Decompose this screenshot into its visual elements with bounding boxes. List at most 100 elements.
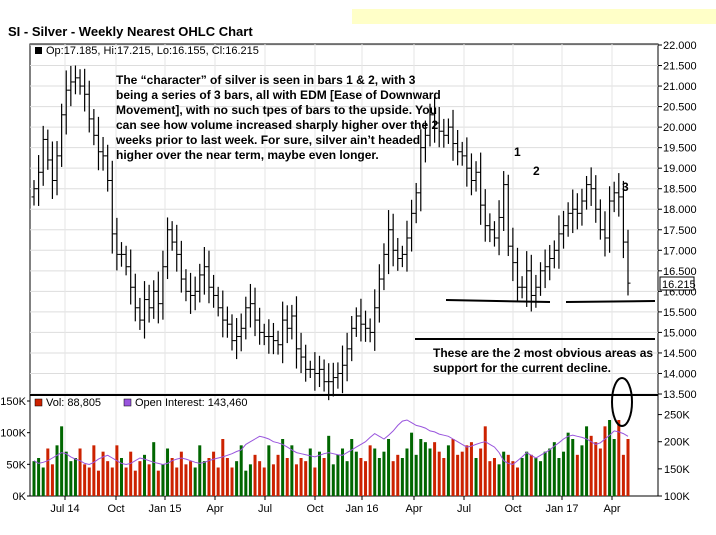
ohlc-bar	[556, 215, 562, 269]
ohlc-bar	[367, 318, 373, 343]
volume-bar	[410, 432, 414, 496]
ohlc-bar	[349, 315, 355, 362]
support-line-upper-left	[445, 299, 551, 303]
volume-bar	[414, 454, 418, 496]
volume-bar	[129, 451, 133, 496]
time-axis: Jul 14 Oct Jan 15 Apr Jul Oct Jan 16 Apr Jul Oct J…	[50, 496, 621, 515]
ohlc-bar	[91, 109, 97, 146]
volume-bar	[92, 445, 96, 496]
ohlc-bar	[45, 129, 51, 170]
ohlc-bar	[178, 240, 184, 293]
bar-label-3: 3	[622, 180, 629, 194]
ohlc-bar	[607, 186, 613, 253]
ohlc-bar	[487, 213, 493, 243]
volume-bar	[469, 442, 473, 496]
bar-label-2: 2	[533, 164, 540, 178]
volume-bar	[322, 458, 326, 496]
ohlc-bar	[201, 247, 207, 295]
volume-bar	[207, 458, 211, 496]
volume-bar	[497, 464, 501, 496]
ohlc-bar	[593, 175, 599, 223]
price-tick-label: 19.000	[663, 163, 697, 175]
volume-bar	[598, 448, 602, 496]
volume-bar	[64, 451, 68, 496]
volume-bar	[515, 467, 519, 496]
support-line-upper-right	[565, 300, 656, 303]
volume-bar	[608, 420, 612, 496]
ohlc-bar	[353, 307, 359, 337]
volume-bar	[451, 439, 455, 496]
ohlc-bar	[192, 276, 198, 311]
volume-bar	[202, 461, 206, 496]
volume-bar	[189, 461, 193, 496]
ohlc-bar	[100, 136, 106, 171]
volume-bar	[96, 470, 100, 496]
price-tick-label: 18.500	[663, 184, 697, 196]
volume-bar	[248, 464, 252, 496]
volume-bar	[456, 454, 460, 496]
volume-bar	[594, 442, 598, 496]
ohlc-bar	[335, 362, 341, 389]
ohlc-bar	[551, 240, 557, 269]
volume-bar	[262, 467, 266, 496]
volume-bar	[212, 451, 216, 496]
volume-bar	[152, 442, 156, 496]
oi-tick-label: 150K	[664, 464, 690, 476]
volume-bar	[529, 454, 533, 496]
volume-bar	[184, 464, 188, 496]
ohlc-bar	[588, 167, 594, 206]
open-interest-axis: 250K 200K 150K 100K	[658, 410, 690, 503]
volume-bar	[354, 451, 358, 496]
volume-bar	[557, 458, 561, 496]
ohlc-bar	[413, 182, 419, 224]
vol-legend-marker	[34, 398, 43, 407]
volume-bar	[41, 467, 45, 496]
volume-bar	[511, 461, 515, 496]
volume-bar	[119, 458, 123, 496]
volume-bar	[377, 458, 381, 496]
ohlc-bar	[312, 352, 318, 391]
price-tick-label: 15.000	[663, 327, 697, 339]
price-tick-label: 13.500	[663, 389, 697, 401]
volume-bar	[50, 464, 54, 496]
volume-bar	[589, 435, 593, 496]
ohlc-bar	[252, 287, 258, 337]
volume-bar	[575, 454, 579, 496]
volume-bar	[170, 458, 174, 496]
ohlc-bar	[450, 109, 456, 161]
volume-bar	[442, 458, 446, 496]
ohlc-bar	[261, 323, 267, 346]
price-tick-label: 20.500	[663, 102, 697, 114]
ohlc-bar	[464, 137, 470, 187]
time-tick-label: Jan 17	[545, 503, 578, 515]
ohlc-bar	[363, 310, 369, 342]
price-tick-label: 20.000	[663, 122, 697, 134]
volume-bar	[437, 451, 441, 496]
ohlc-bar	[238, 313, 244, 352]
ohlc-bar	[386, 210, 392, 275]
time-tick-label: Oct	[504, 503, 521, 515]
volume-bar	[617, 420, 621, 496]
time-tick-label: Apr	[603, 503, 620, 515]
ohlc-bar	[128, 249, 134, 305]
volume-bars	[32, 420, 630, 496]
ohlc-bar	[197, 263, 203, 303]
ohlc-bar	[455, 129, 461, 166]
open-interest-line	[33, 419, 629, 466]
ohlc-bar	[31, 180, 37, 206]
ohlc-bar	[155, 271, 161, 324]
ohlc-bar	[59, 103, 65, 167]
volume-bar	[55, 445, 59, 496]
ohlc-bar	[123, 245, 129, 276]
ohlc-bar	[280, 301, 286, 364]
oi-tick-label: 250K	[664, 410, 690, 422]
bar-label-1: 1	[514, 145, 521, 159]
volume-bar	[433, 442, 437, 496]
volume-bar	[543, 451, 547, 496]
ohlc-bar	[224, 306, 230, 338]
ohlc-bar	[36, 155, 42, 206]
ohlc-bar	[330, 362, 336, 397]
volume-axis: 150K 100K 50K 0K	[0, 396, 30, 503]
ohlc-bar	[381, 243, 387, 291]
volume-bar	[548, 448, 552, 496]
